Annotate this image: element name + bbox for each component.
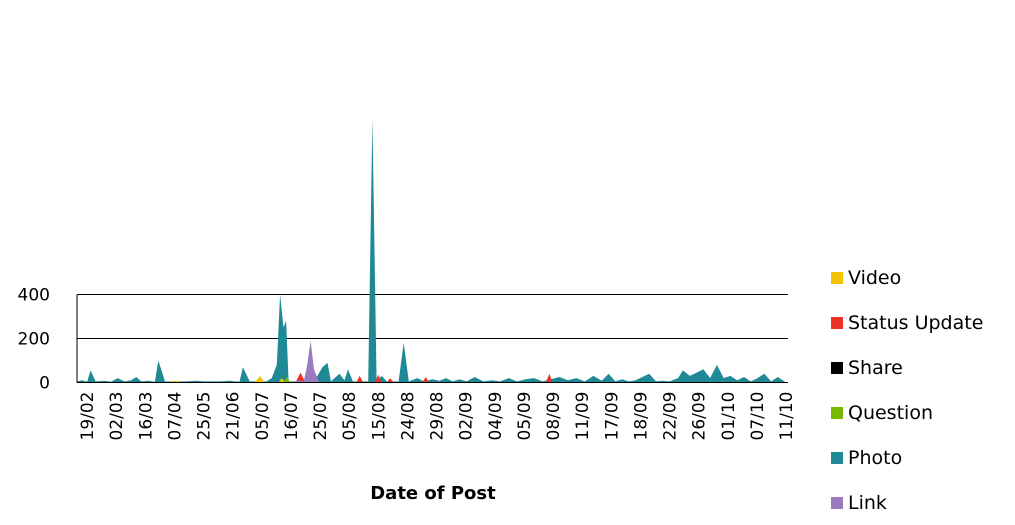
area-chart: 0 200 400 19/02 02/03 16/03 07/04 25/05 21/06 05… bbox=[18, 118, 797, 504]
legend-swatch bbox=[831, 452, 843, 464]
x-tick-label: 19/02 bbox=[78, 392, 98, 441]
y-tick-label: 0 bbox=[39, 374, 50, 394]
x-tick-label: 25/07 bbox=[311, 392, 331, 441]
legend-item-video: Video bbox=[831, 256, 983, 301]
x-tick-label: 07/04 bbox=[165, 392, 185, 441]
x-tick-label: 01/10 bbox=[719, 392, 739, 441]
x-tick-label: 11/10 bbox=[777, 392, 797, 441]
series-area-photo bbox=[77, 118, 785, 383]
x-tick-label: 16/07 bbox=[282, 392, 302, 441]
legend-label: Status Update bbox=[848, 312, 984, 335]
series-area-question bbox=[283, 377, 291, 383]
legend-swatch bbox=[831, 272, 843, 285]
gridlines bbox=[77, 294, 788, 339]
legend-item-link: Link bbox=[831, 480, 983, 525]
legend-label: Photo bbox=[848, 447, 903, 469]
legend-swatch bbox=[831, 362, 843, 375]
series-areas bbox=[77, 118, 785, 383]
x-tick-label: 22/09 bbox=[661, 392, 681, 441]
x-tick-label: 08/09 bbox=[544, 392, 564, 441]
x-tick-label: 07/10 bbox=[748, 392, 768, 441]
legend-item-status-update: Status Update bbox=[831, 301, 983, 346]
x-axis-title: Date of Post bbox=[370, 483, 496, 504]
x-tick-label: 21/06 bbox=[224, 392, 244, 441]
x-tick-label: 04/09 bbox=[486, 392, 506, 441]
x-tick-label: 15/08 bbox=[369, 392, 389, 441]
x-tick-label: 05/08 bbox=[340, 392, 360, 441]
x-tick-label: 17/09 bbox=[602, 392, 622, 441]
y-tick-label: 200 bbox=[18, 330, 50, 350]
x-tick-labels: 19/02 02/03 16/03 07/04 25/05 21/06 05/07 16/07… bbox=[78, 392, 797, 441]
x-tick-label: 29/08 bbox=[428, 392, 448, 441]
y-tick-labels: 0 200 400 bbox=[18, 286, 50, 394]
series-area-video bbox=[166, 375, 286, 383]
x-tick-label: 25/05 bbox=[195, 392, 215, 441]
legend-swatch bbox=[831, 496, 843, 509]
series-area-status-update bbox=[295, 372, 553, 383]
x-tick-label: 18/09 bbox=[631, 392, 651, 441]
x-tick-label: 05/07 bbox=[253, 392, 273, 441]
legend-label: Video bbox=[848, 267, 902, 290]
axes bbox=[76, 294, 788, 383]
x-tick-label: 05/09 bbox=[515, 392, 535, 441]
legend-label: Question bbox=[848, 402, 933, 425]
x-tick-label: 26/09 bbox=[690, 392, 710, 441]
legend: Video Status Update Share Question Photo Link bbox=[831, 256, 983, 525]
x-tick-label: 16/03 bbox=[136, 392, 156, 441]
x-tick-label: 24/08 bbox=[398, 392, 418, 441]
x-tick-label: 02/03 bbox=[107, 392, 127, 441]
y-tick-label: 400 bbox=[18, 286, 50, 306]
series-area-link bbox=[292, 340, 320, 383]
legend-item-share: Share bbox=[831, 346, 983, 391]
legend-swatch bbox=[831, 317, 843, 330]
legend-item-photo: Photo bbox=[831, 436, 983, 481]
legend-swatch bbox=[831, 407, 843, 420]
legend-label: Link bbox=[848, 491, 887, 514]
legend-label: Share bbox=[848, 357, 903, 380]
x-tick-label: 02/09 bbox=[457, 392, 477, 441]
x-tick-label: 11/09 bbox=[573, 392, 593, 441]
legend-item-question: Question bbox=[831, 391, 983, 436]
